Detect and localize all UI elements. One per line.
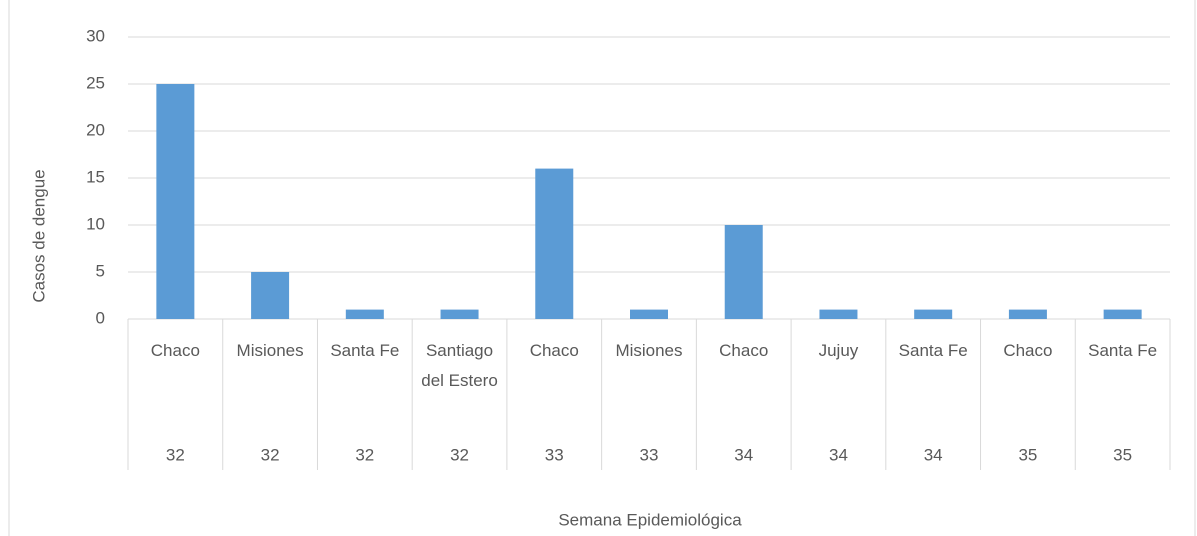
bar bbox=[724, 225, 763, 319]
y-axis-title: Casos de dengue bbox=[29, 169, 48, 302]
bar bbox=[251, 272, 290, 319]
y-tick-label: 5 bbox=[96, 261, 105, 280]
x-group-label: 32 bbox=[166, 445, 185, 464]
x-tick-label: Misiones bbox=[615, 341, 683, 360]
bar bbox=[535, 168, 574, 319]
bar bbox=[630, 309, 668, 319]
x-group-label: 34 bbox=[829, 445, 848, 464]
y-tick-label: 20 bbox=[86, 120, 105, 139]
y-tick-label: 0 bbox=[96, 308, 105, 327]
bar bbox=[345, 309, 384, 319]
bar bbox=[156, 84, 195, 319]
x-group-label: 33 bbox=[545, 445, 564, 464]
x-tick-label: Chaco bbox=[1003, 341, 1053, 360]
x-tick-label: Jujuy bbox=[818, 341, 859, 360]
x-tick-label: Santa Fe bbox=[330, 341, 400, 360]
x-group-label: 32 bbox=[261, 445, 280, 464]
x-group-label: 34 bbox=[924, 445, 943, 464]
x-group-label: 33 bbox=[640, 445, 659, 464]
bar bbox=[819, 309, 858, 319]
bar bbox=[1008, 309, 1047, 319]
x-group-label: 35 bbox=[1018, 445, 1037, 464]
y-tick-label: 25 bbox=[86, 73, 105, 92]
x-tick-label: Chaco bbox=[719, 341, 769, 360]
y-tick-label: 15 bbox=[86, 167, 105, 186]
bar bbox=[914, 309, 953, 319]
x-group-label: 35 bbox=[1113, 445, 1132, 464]
x-tick-label: Santa Fe bbox=[1088, 341, 1158, 360]
x-tick-label: Misiones bbox=[236, 341, 304, 360]
chart-border bbox=[8, 0, 1196, 536]
x-tick-label: Chaco bbox=[150, 341, 200, 360]
x-group-label: 32 bbox=[450, 445, 469, 464]
bar bbox=[440, 309, 479, 319]
x-group-label: 32 bbox=[355, 445, 374, 464]
x-tick-label: Chaco bbox=[529, 341, 579, 360]
x-axis-title: Semana Epidemiológica bbox=[558, 510, 742, 529]
x-group-label: 34 bbox=[734, 445, 753, 464]
y-tick-label: 10 bbox=[86, 214, 105, 233]
bar bbox=[1103, 309, 1142, 319]
y-tick-label: 30 bbox=[86, 26, 105, 45]
x-tick-label: Santa Fe bbox=[898, 341, 968, 360]
x-tick-label: Santiago del Estero bbox=[421, 341, 498, 390]
